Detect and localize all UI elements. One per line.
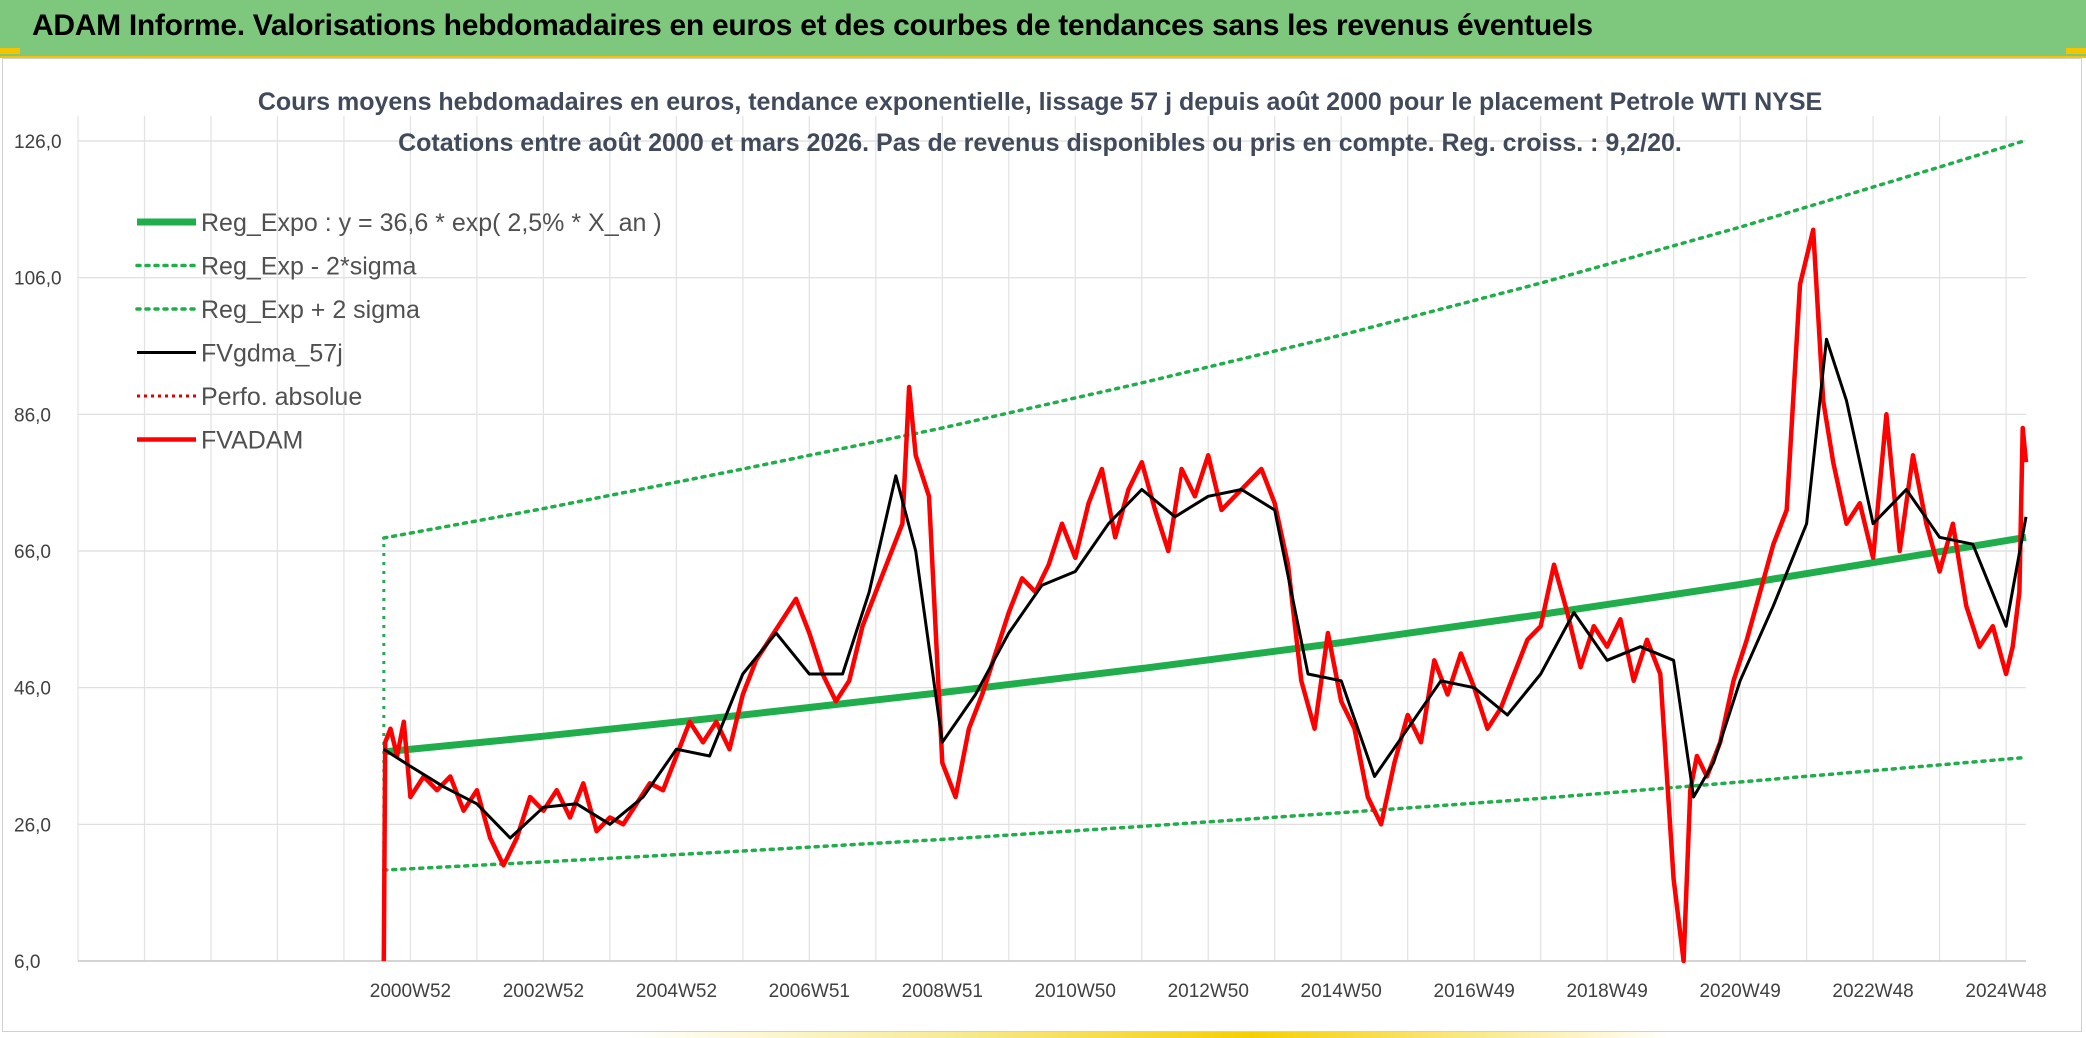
x-tick-label: 2012W50: [1168, 981, 1249, 1002]
x-axis-ticks: 2000W52 2002W52 2004W52 2006W51 2008W51 2010W…: [370, 981, 2047, 1002]
series-minus2sigma-line: [382, 755, 2028, 872]
x-tick-label: 2018W49: [1566, 981, 1647, 1002]
report-title: ADAM Informe. Valorisations hebdomadaire…: [32, 9, 1593, 42]
legend: Reg_Expo : y = 36,6 * exp( 2,5% * X_an )…: [135, 209, 662, 455]
x-tick-label: 2016W49: [1434, 981, 1515, 1002]
x-tick-label: 2006W51: [769, 981, 850, 1002]
x-tick-label: 2000W52: [370, 981, 451, 1002]
chart-frame: [2, 58, 2082, 1032]
y-axis-ticks: 126,0 106,0 86,0 66,0 46,0 26,0 6,0: [14, 132, 62, 973]
x-tick-label: 2024W48: [1965, 981, 2046, 1002]
bottom-accent-strip: [0, 1032, 2086, 1038]
y-tick-label: 66,0: [14, 542, 51, 563]
legend-label-fvgdma: FVgdma_57j: [201, 340, 343, 368]
report-banner: ADAM Informe. Valorisations hebdomadaire…: [0, 0, 2086, 58]
x-tick-label: 2010W50: [1035, 981, 1116, 1002]
corner-accent-left: [0, 48, 20, 54]
legend-label-reg_expo: Reg_Expo : y = 36,6 * exp( 2,5% * X_an ): [201, 209, 662, 237]
y-tick-label: 26,0: [14, 815, 51, 836]
x-tick-label: 2022W48: [1832, 981, 1913, 1002]
x-tick-label: 2004W52: [636, 981, 717, 1002]
y-tick-label: 126,0: [14, 132, 62, 153]
series-fvgdma-line: [382, 337, 2028, 840]
series-reg_expo-line: [383, 533, 2027, 756]
x-tick-label: 2008W51: [902, 981, 983, 1002]
series-fvadam-line: [381, 227, 2029, 964]
legend-label-plus2sigma: Reg_Exp + 2 sigma: [201, 296, 420, 324]
y-tick-label: 46,0: [14, 679, 51, 700]
y-tick-label: 106,0: [14, 269, 62, 290]
chart-title-line-1: Cours moyens hebdomadaires en euros, ten…: [258, 88, 1822, 116]
y-tick-label: 6,0: [14, 952, 40, 973]
x-tick-label: 2014W50: [1301, 981, 1382, 1002]
x-tick-label: 2020W49: [1699, 981, 1780, 1002]
x-tick-label: 2002W52: [503, 981, 584, 1002]
legend-label-fvadam: FVADAM: [201, 427, 303, 455]
chart-title-line-2: Cotations entre août 2000 et mars 2026. …: [398, 129, 1682, 157]
series-plus2sigma-line: [382, 138, 2028, 540]
series-lines: [381, 138, 2029, 964]
y-tick-label: 86,0: [14, 405, 51, 426]
corner-accent-right: [2066, 48, 2086, 54]
legend-label-minus2sigma: Reg_Exp - 2*sigma: [201, 253, 416, 281]
gridlines: [77, 116, 2026, 962]
legend-label-perfo: Perfo. absolue: [201, 383, 362, 411]
